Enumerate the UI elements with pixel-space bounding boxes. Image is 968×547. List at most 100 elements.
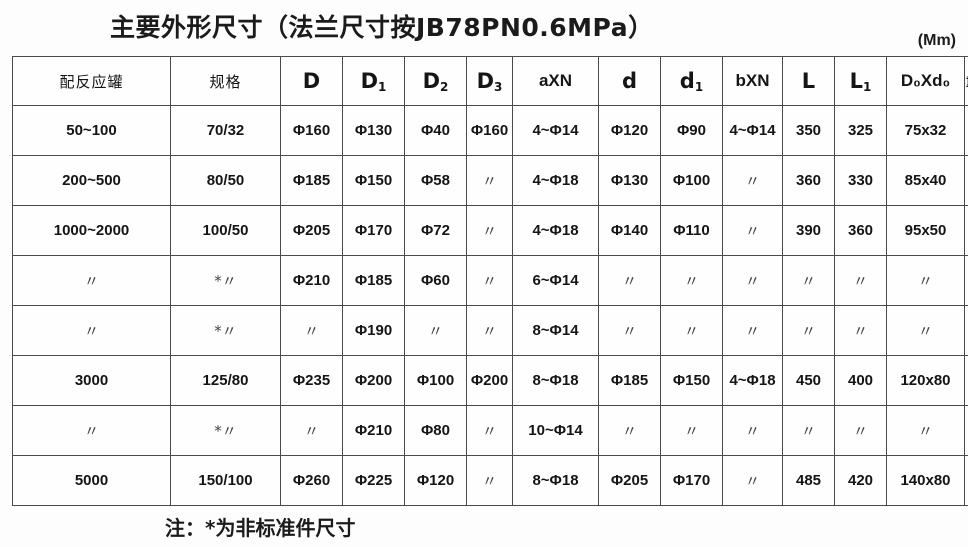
cell-aXN: 10~Φ14	[512, 405, 599, 456]
cell-value: 〃	[744, 222, 760, 240]
cell-value: 8~Φ18	[532, 372, 579, 389]
cell-value: 80/50	[206, 172, 245, 189]
cell-L: 350	[782, 105, 835, 156]
cell-D: Φ210	[280, 255, 343, 306]
column-header-label: 配反应罐	[59, 72, 124, 91]
cell-value: 4~Φ14	[729, 122, 776, 139]
cell-D3: 〃	[466, 305, 513, 356]
cell-bXN: 4~Φ14	[722, 105, 783, 156]
column-header-label: bXN	[735, 71, 770, 90]
column-header-subscript: 1	[863, 80, 872, 94]
cell-value: *〃	[214, 322, 237, 340]
cell-L1: 420	[834, 455, 887, 506]
cell-value: 140x80	[900, 472, 951, 489]
cell-value: Φ110	[673, 222, 710, 239]
cell-d: 〃	[598, 405, 661, 456]
cell-weight: 15.7	[964, 155, 968, 206]
table-header-row: 配反应罐 规格 D D1 D2 D3 aXN d d1 bXN L L1 D₀Xd₀ 重量（kg）	[12, 56, 968, 106]
cell-tank: 〃	[12, 255, 171, 306]
cell-value: 〃	[852, 272, 868, 290]
cell-value: Φ210	[354, 422, 393, 439]
cell-value: Φ60	[421, 272, 450, 289]
cell-value: 〃	[852, 322, 868, 340]
column-header-subscript: 1	[694, 80, 704, 94]
column-header-label: D₀Xd₀	[900, 71, 951, 90]
column-header-L1: L1	[834, 56, 887, 106]
cell-value: 400	[847, 372, 874, 389]
cell-value: 3000	[74, 372, 109, 389]
cell-d: Φ185	[598, 355, 661, 406]
cell-D: Φ235	[280, 355, 343, 406]
cell-value: Φ140	[610, 222, 649, 239]
cell-value: Φ72	[421, 222, 450, 239]
cell-value: 390	[795, 222, 822, 239]
cell-weight: 19.4	[964, 205, 968, 256]
cell-value: 〃	[481, 172, 497, 190]
cell-D3: 〃	[466, 205, 513, 256]
cell-d1: Φ90	[660, 105, 723, 156]
cell-value: 150/100	[198, 472, 253, 489]
spec-table: 配反应罐 规格 D D1 D2 D3 aXN d d1 bXN L L1 D₀Xd₀ 重量（kg） 50~1…	[12, 56, 968, 506]
cell-bXN: 4~Φ18	[722, 355, 783, 406]
cell-d1: 〃	[660, 405, 723, 456]
cell-d1: 〃	[660, 255, 723, 306]
cell-value: 〃	[744, 322, 760, 340]
cell-value: Φ170	[354, 222, 393, 239]
cell-value: Φ205	[610, 472, 649, 489]
cell-d1: Φ100	[660, 155, 723, 206]
cell-value: 485	[795, 472, 822, 489]
cell-value: 〃	[427, 322, 443, 340]
cell-D0Xd0: 〃	[886, 405, 965, 456]
cell-L1: 330	[834, 155, 887, 206]
cell-value: 〃	[800, 272, 816, 290]
cell-value: 70/32	[206, 122, 245, 139]
column-header-subscript: 1	[378, 80, 387, 94]
cell-D3: 〃	[466, 455, 513, 506]
cell-bXN: 〃	[722, 155, 783, 206]
cell-value: 420	[847, 472, 874, 489]
cell-value: Φ235	[292, 372, 331, 389]
cell-D3: 〃	[466, 255, 513, 306]
cell-spec: 80/50	[170, 155, 281, 206]
cell-D3: 〃	[466, 405, 513, 456]
cell-d: 〃	[598, 255, 661, 306]
cell-weight: 27.5	[964, 355, 968, 406]
cell-spec: 150/100	[170, 455, 281, 506]
cell-value: 350	[795, 122, 822, 139]
column-header-label: D3	[476, 69, 503, 94]
cell-spec: 70/32	[170, 105, 281, 156]
cell-D2: Φ120	[404, 455, 467, 506]
cell-value: Φ185	[292, 172, 331, 189]
cell-tank: 200~500	[12, 155, 171, 206]
cell-value: 1000~2000	[53, 222, 130, 239]
cell-value: 〃	[481, 222, 497, 240]
cell-L1: 〃	[834, 305, 887, 356]
cell-value: 8~Φ14	[532, 322, 579, 339]
cell-weight: 〃	[964, 405, 968, 456]
cell-L1: 〃	[834, 405, 887, 456]
cell-value: 50~100	[66, 122, 117, 139]
cell-aXN: 4~Φ14	[512, 105, 599, 156]
cell-D2: Φ80	[404, 405, 467, 456]
cell-weight: 35.1	[964, 455, 968, 506]
column-header-label: L1	[849, 69, 872, 94]
cell-bXN: 〃	[722, 205, 783, 256]
cell-value: 200~500	[62, 172, 121, 189]
cell-value: 〃	[852, 422, 868, 440]
cell-value: Φ130	[610, 172, 649, 189]
cell-value: 〃	[800, 422, 816, 440]
cell-value: *〃	[214, 272, 237, 290]
cell-D: Φ205	[280, 205, 343, 256]
column-header-label: 重量（kg）	[966, 75, 968, 89]
cell-value: 〃	[481, 422, 497, 440]
cell-D: Φ160	[280, 105, 343, 156]
column-header-d1: d1	[660, 56, 723, 106]
cell-L: 450	[782, 355, 835, 406]
cell-D3: Φ160	[466, 105, 513, 156]
cell-D0Xd0: 85x40	[886, 155, 965, 206]
cell-value: 4~Φ18	[532, 222, 579, 239]
column-header-D0Xd0: D₀Xd₀	[886, 56, 965, 106]
cell-value: 95x50	[904, 222, 947, 239]
cell-value: 330	[847, 172, 874, 189]
spec-table-body: 配反应罐 规格 D D1 D2 D3 aXN d d1 bXN L L1 D₀Xd₀ 重量（kg） 50~1…	[12, 56, 968, 506]
